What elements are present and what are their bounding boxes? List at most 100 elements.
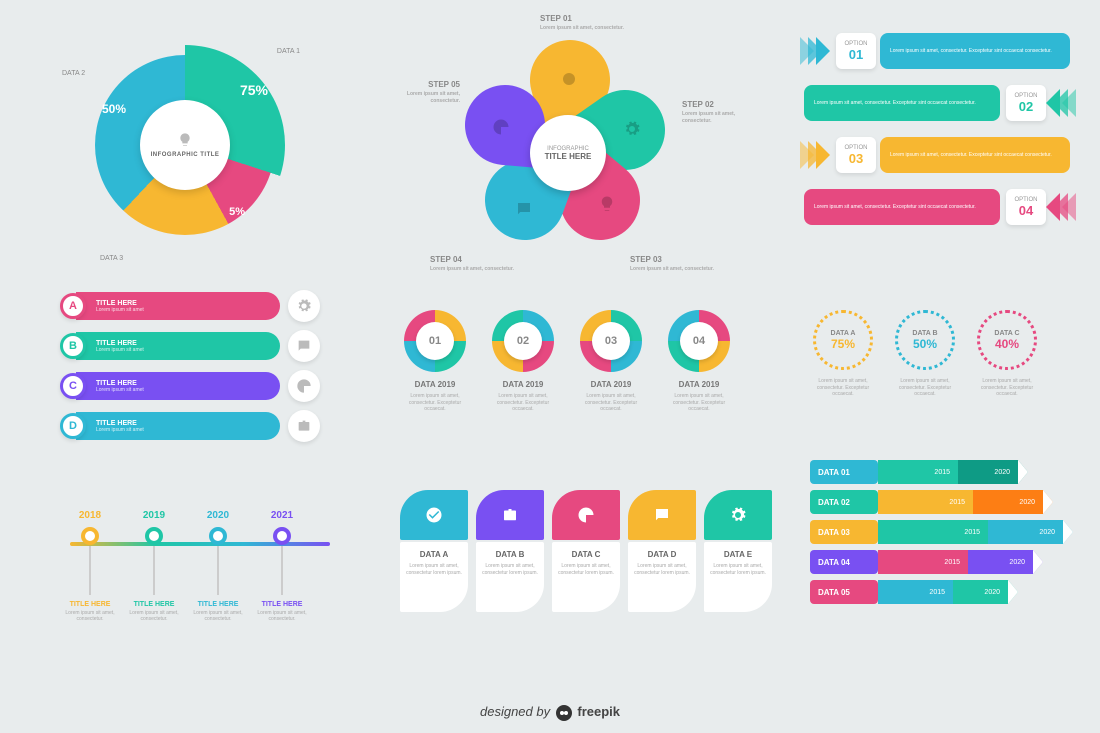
bar-seg: 2020.sg[style*='#7950f2']:after{border-l… (968, 550, 1033, 574)
donut-title: INFOGRAPHIC TITLE (151, 152, 220, 158)
ribbon-title: TITLE HERE (96, 340, 280, 347)
leaf-body: DATA E Lorem ipsum sit amet, consectetur… (704, 542, 772, 612)
chevron-icon (808, 141, 822, 169)
leaf-body: DATA D Lorem ipsum sit amet, consectetur… (628, 542, 696, 612)
flower-center-2: TITLE HERE (545, 152, 592, 161)
leaf-body: DATA A Lorem ipsum sit amet, consectetur… (400, 542, 468, 612)
briefcase-icon (288, 410, 320, 442)
mini-donut-caption: DATA 2019 (576, 380, 646, 389)
donut-seg-4-value: 5% (229, 206, 245, 218)
mini-donut-desc: Lorem ipsum sit amet, consectetur. Excep… (576, 393, 646, 413)
leaf-top (400, 490, 468, 540)
briefcase-icon (501, 506, 519, 524)
timeline-item: 2020 TITLE HERE Lorem ipsum sit amet, co… (188, 510, 248, 622)
timeline-line (217, 545, 219, 595)
bar-seg: 2015.sg[style*='#e64980']:after{border-l… (878, 550, 968, 574)
ribbon-bar: TITLE HERE Lorem ipsum sit amet (76, 332, 280, 360)
arrow-option: OPTION01 Lorem ipsum sit amet, consectet… (800, 30, 1070, 72)
option-text: Lorem ipsum sit amet, consectetur. Excep… (880, 33, 1070, 69)
step-04: STEP 04Lorem ipsum sit amet, consectetur… (430, 255, 514, 273)
timeline-year: 2020 (188, 510, 248, 521)
dotted-desc: Lorem ipsum sit amet, consectetur. Excep… (892, 378, 958, 398)
option-number: OPTION03 (836, 137, 876, 173)
option-number: OPTION02 (1006, 85, 1046, 121)
dotted-circle: DATA A 75% Lorem ipsum sit amet, consect… (810, 310, 876, 398)
dotted-circle: DATA C 40% Lorem ipsum sit amet, consect… (974, 310, 1040, 398)
mini-donut-num: 02 (504, 322, 542, 360)
arrow-option: OPTION03 Lorem ipsum sit amet, consectet… (800, 134, 1070, 176)
ribbon-bar: TITLE HERE Lorem ipsum sit amet (76, 412, 280, 440)
dotted-name: DATA B (912, 330, 937, 337)
leaf-label: DATA C (558, 550, 614, 559)
footer-brand: freepik (577, 704, 620, 719)
bar-seg: 2020.sg[style*='#2fb8d4']:after{border-l… (988, 520, 1063, 544)
data-bar: DATA 02 2015.sg[style*='#f7b731']:after{… (810, 490, 1090, 514)
mini-donut-caption: DATA 2019 (400, 380, 470, 389)
data-bars: DATA 01 2015.sg[style*='#1fc6a6']:after{… (810, 460, 1090, 610)
chevron-icon (1054, 89, 1068, 117)
timeline-line (153, 545, 155, 595)
option-text: Lorem ipsum sit amet, consectetur. Excep… (804, 85, 1000, 121)
mini-donut: 01 DATA 2019 Lorem ipsum sit amet, conse… (400, 310, 470, 413)
timeline-line (281, 545, 283, 595)
mini-donut-caption: DATA 2019 (488, 380, 558, 389)
step-03: STEP 03Lorem ipsum sit amet, consectetur… (630, 255, 714, 273)
option-text: Lorem ipsum sit amet, consectetur. Excep… (880, 137, 1070, 173)
timeline-desc: Lorem ipsum sit amet, consectetur. (252, 610, 312, 622)
leaf-top (476, 490, 544, 540)
donut-seg-1-label: DATA 2 (62, 70, 85, 77)
option-number: OPTION04 (1006, 189, 1046, 225)
ribbon-badge: A (60, 293, 86, 319)
leaf-label: DATA E (710, 550, 766, 559)
ribbon-item: B TITLE HERE Lorem ipsum sit amet (60, 330, 320, 362)
timeline-desc: Lorem ipsum sit amet, consectetur. (124, 610, 184, 622)
timeline-dot (273, 527, 291, 545)
ribbon-bar: TITLE HERE Lorem ipsum sit amet (76, 292, 280, 320)
ribbon-title: TITLE HERE (96, 380, 280, 387)
timeline-line (89, 545, 91, 595)
mini-donut: 03 DATA 2019 Lorem ipsum sit amet, conse… (576, 310, 646, 413)
ribbon-title: TITLE HERE (96, 300, 280, 307)
dotted-desc: Lorem ipsum sit amet, consectetur. Excep… (810, 378, 876, 398)
mini-donut-desc: Lorem ipsum sit amet, consectetur. Excep… (400, 393, 470, 413)
option-number: OPTION01 (836, 33, 876, 69)
ribbon-badge: C (60, 373, 86, 399)
timeline-year: 2021 (252, 510, 312, 521)
leaf-desc: Lorem ipsum sit amet, consectetur lorem … (482, 563, 538, 576)
dotted-name: DATA A (831, 330, 856, 337)
mini-donut-num: 03 (592, 322, 630, 360)
ribbon-badge: B (60, 333, 86, 359)
bar-seg: 2020.sg[style*='#1fc6a6']:after{border-l… (953, 580, 1008, 604)
leaf-desc: Lorem ipsum sit amet, consectetur lorem … (634, 563, 690, 576)
step-05: STEP 05Lorem ipsum sit amet, consectetur… (390, 80, 460, 104)
bar-label: DATA 04 (810, 550, 878, 574)
leaf-label: DATA A (406, 550, 462, 559)
footer: designed by freepik (0, 704, 1100, 721)
step-01: STEP 01Lorem ipsum sit amet, consectetur… (540, 14, 624, 32)
donut-seg-2-value: 50% (102, 102, 126, 116)
arrow-option: OPTION04 Lorem ipsum sit amet, consectet… (800, 186, 1070, 228)
mini-donut-desc: Lorem ipsum sit amet, consectetur. Excep… (664, 393, 734, 413)
leaf-top (628, 490, 696, 540)
check-icon (425, 506, 443, 524)
timeline-title: TITLE HERE (124, 601, 184, 608)
leaf-label: DATA B (482, 550, 538, 559)
bar-seg: 2015.sg[style*='#1fc6a6']:after{border-l… (878, 460, 958, 484)
ribbon-sub: Lorem ipsum sit amet (96, 307, 280, 313)
bar-label: DATA 02 (810, 490, 878, 514)
timeline-title: TITLE HERE (252, 601, 312, 608)
timeline-item: 2018 TITLE HERE Lorem ipsum sit amet, co… (60, 510, 120, 622)
footer-pre: designed by (480, 704, 554, 719)
dotted-circle: DATA B 50% Lorem ipsum sit amet, consect… (892, 310, 958, 398)
data-bar: DATA 03 2015.sg[style*='#1fc6a6']:after{… (810, 520, 1090, 544)
mini-donut-num: 04 (680, 322, 718, 360)
mini-donut-desc: Lorem ipsum sit amet, consectetur. Excep… (488, 393, 558, 413)
dotted-value: 50% (913, 337, 937, 351)
timeline-desc: Lorem ipsum sit amet, consectetur. (188, 610, 248, 622)
mini-donut-caption: DATA 2019 (664, 380, 734, 389)
timeline-dot (209, 527, 227, 545)
chevron-icon (808, 37, 822, 65)
bar-seg: 2020.sg[style*='#0e9b85']:after{border-l… (958, 460, 1018, 484)
ribbon-sub: Lorem ipsum sit amet (96, 387, 280, 393)
timeline-dot (145, 527, 163, 545)
